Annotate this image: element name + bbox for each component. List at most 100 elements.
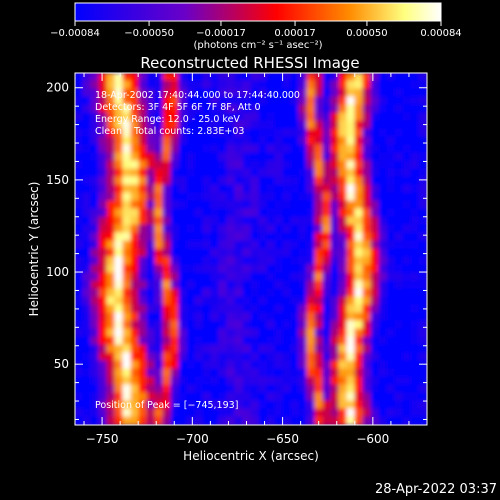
heatmap-cell [354, 120, 364, 130]
heatmap-cell [298, 256, 308, 266]
heatmap-cell [418, 120, 427, 130]
heatmap-cell [338, 320, 348, 330]
heatmap-cell [394, 392, 404, 402]
heatmap-cell [402, 128, 412, 138]
heatmap-cell [138, 240, 148, 250]
heatmap-cell [178, 408, 188, 418]
heatmap-cell [418, 368, 427, 378]
heatmap-cell [234, 328, 244, 338]
heatmap-cell [346, 288, 356, 298]
heatmap-cell [226, 408, 236, 418]
heatmap-cell [90, 73, 100, 82]
heatmap-cell [346, 224, 356, 234]
heatmap-cell [394, 384, 404, 394]
heatmap-cell [226, 200, 236, 210]
heatmap-cell [82, 248, 92, 258]
heatmap-cell [218, 368, 228, 378]
heatmap-cell [378, 232, 388, 242]
heatmap-cell [322, 376, 332, 386]
heatmap-cell [378, 296, 388, 306]
heatmap-cell [314, 408, 324, 418]
heatmap-cell [346, 328, 356, 338]
heatmap-cell [266, 344, 276, 354]
heatmap-cell [330, 360, 340, 370]
heatmap-cell [378, 176, 388, 186]
heatmap-cell [322, 232, 332, 242]
heatmap-cell [362, 352, 372, 362]
heatmap-cell [402, 352, 412, 362]
heatmap-cell [90, 360, 100, 370]
heatmap-cell [274, 416, 284, 425]
heatmap-cell [386, 88, 396, 98]
heatmap-cell [370, 408, 380, 418]
heatmap-cell [234, 392, 244, 402]
heatmap-cell [306, 120, 316, 130]
heatmap-cell [146, 256, 156, 266]
heatmap-cell [306, 360, 316, 370]
heatmap-cell [90, 200, 100, 210]
heatmap-cell [178, 192, 188, 202]
heatmap-cell [75, 88, 84, 98]
heatmap-cell [354, 240, 364, 250]
annotation-time-range: 18-Apr-2002 17:40:44.000 to 17:44:40.000 [95, 90, 300, 101]
heatmap-cell [114, 256, 124, 266]
heatmap-cell [170, 96, 180, 106]
heatmap-cell [378, 256, 388, 266]
heatmap-cell [266, 152, 276, 162]
colorbar-tick-label: −0.00084 [50, 28, 100, 39]
heatmap-cell [194, 312, 204, 322]
heatmap-cell [114, 128, 124, 138]
heatmap-cell [234, 368, 244, 378]
heatmap-cell [322, 312, 332, 322]
heatmap-cell [418, 136, 427, 146]
heatmap-cell [90, 240, 100, 250]
heatmap-cell [290, 360, 300, 370]
heatmap-cell [370, 88, 380, 98]
heatmap-cell [106, 232, 116, 242]
heatmap-cell [418, 360, 427, 370]
heatmap-cell [122, 136, 132, 146]
heatmap-cell [106, 80, 116, 90]
heatmap-cell [394, 400, 404, 410]
heatmap-cell [338, 160, 348, 170]
heatmap-cell [258, 128, 268, 138]
heatmap-cell [90, 256, 100, 266]
heatmap-cell [362, 368, 372, 378]
heatmap-cell [290, 192, 300, 202]
heatmap-cell [394, 416, 404, 425]
heatmap-cell [250, 336, 260, 346]
heatmap-cell [90, 208, 100, 218]
heatmap-cell [90, 216, 100, 226]
colorbar-tick-label: 0.00017 [274, 28, 315, 39]
heatmap-cell [370, 384, 380, 394]
heatmap-cell [178, 96, 188, 106]
heatmap-cell [178, 104, 188, 114]
heatmap-cell [370, 312, 380, 322]
heatmap-cell [370, 320, 380, 330]
heatmap-cell [258, 400, 268, 410]
heatmap-cell [82, 408, 92, 418]
heatmap-cell [75, 376, 84, 386]
heatmap-cell [194, 200, 204, 210]
heatmap-cell [154, 304, 164, 314]
heatmap-cell [154, 384, 164, 394]
heatmap-cell [242, 184, 252, 194]
heatmap-cell [362, 120, 372, 130]
heatmap-cell [186, 280, 196, 290]
heatmap-cell [106, 73, 116, 82]
heatmap-cell [170, 104, 180, 114]
x-tick-label: −750 [86, 432, 119, 446]
heatmap-cell [178, 168, 188, 178]
heatmap-cell [138, 152, 148, 162]
heatmap-cell [90, 168, 100, 178]
heatmap-cell [306, 384, 316, 394]
heatmap-cell [194, 320, 204, 330]
heatmap-cell [418, 288, 427, 298]
heatmap-cell [402, 384, 412, 394]
heatmap-cell [394, 368, 404, 378]
heatmap-cell [122, 336, 132, 346]
heatmap-cell [130, 288, 140, 298]
heatmap-cell [266, 280, 276, 290]
heatmap-cell [274, 128, 284, 138]
heatmap-cell [202, 328, 212, 338]
